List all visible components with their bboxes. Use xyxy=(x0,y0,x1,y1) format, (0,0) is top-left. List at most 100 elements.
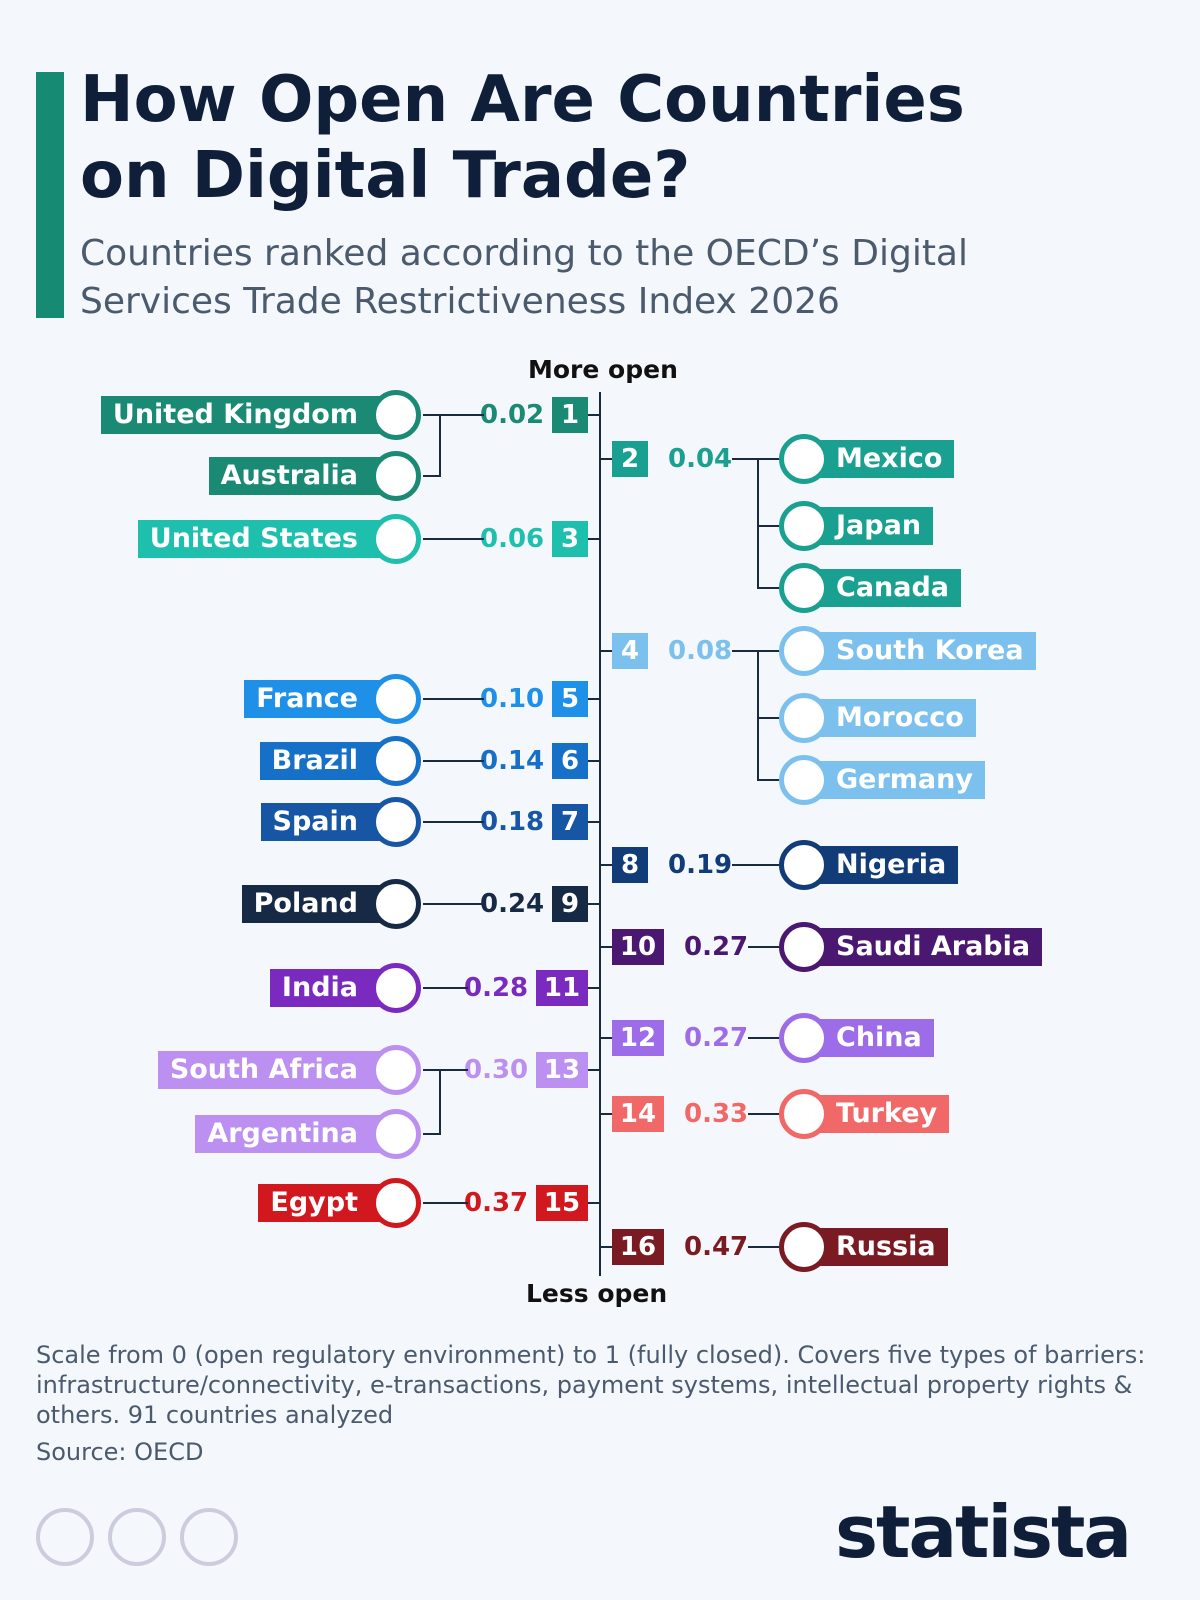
score: 0.30 xyxy=(464,1055,529,1085)
title: How Open Are Countries on Digital Trade? xyxy=(80,63,965,213)
flag xyxy=(371,674,421,724)
rank-badge: 2 xyxy=(612,441,648,477)
tick xyxy=(588,903,600,905)
connector xyxy=(423,1202,468,1204)
connector xyxy=(732,864,757,866)
rank-badge: 10 xyxy=(612,929,664,965)
score: 0.27 xyxy=(684,1023,749,1053)
connector xyxy=(423,698,484,700)
axis-top-label: More open xyxy=(528,355,678,384)
flag xyxy=(371,736,421,786)
rank-badge: 3 xyxy=(552,521,588,557)
connector xyxy=(441,1069,468,1071)
connector xyxy=(748,1037,757,1039)
accent-bar xyxy=(36,72,64,318)
flag xyxy=(779,1013,829,1063)
rank-badge: 8 xyxy=(612,847,648,883)
bracket xyxy=(423,414,441,416)
connector xyxy=(757,779,779,781)
axis-line xyxy=(599,392,601,1276)
connector xyxy=(757,1037,779,1039)
score: 0.24 xyxy=(480,889,545,919)
flag xyxy=(779,434,829,484)
tick xyxy=(600,650,612,652)
country-label: South Africa xyxy=(157,1051,398,1089)
flag xyxy=(371,1178,421,1228)
footnote: Scale from 0 (open regulatory environmen… xyxy=(36,1341,1146,1429)
tick xyxy=(588,414,600,416)
score: 0.28 xyxy=(464,973,529,1003)
flag xyxy=(779,1089,829,1139)
rank-badge: 1 xyxy=(552,397,588,433)
country-label: Nigeria xyxy=(806,846,959,884)
connector xyxy=(757,946,779,948)
flag xyxy=(779,922,829,972)
rank-badge: 7 xyxy=(552,804,588,840)
tick xyxy=(588,821,600,823)
flag xyxy=(371,963,421,1013)
connector xyxy=(757,717,779,719)
rank-badge: 4 xyxy=(612,633,648,669)
country-label: Mexico xyxy=(806,440,955,478)
score: 0.37 xyxy=(464,1188,529,1218)
connector xyxy=(423,538,484,540)
bracket xyxy=(423,1069,441,1071)
tick xyxy=(588,987,600,989)
bracket xyxy=(423,1133,441,1135)
tick xyxy=(600,1246,612,1248)
flag xyxy=(371,451,421,501)
score: 0.47 xyxy=(684,1232,749,1262)
rank-badge: 12 xyxy=(612,1020,664,1056)
connector xyxy=(423,903,484,905)
flag xyxy=(779,693,829,743)
tick xyxy=(600,864,612,866)
flag xyxy=(779,1222,829,1272)
rank-badge: 11 xyxy=(536,970,588,1006)
connector xyxy=(748,1246,757,1248)
flag xyxy=(371,879,421,929)
bracket xyxy=(757,651,759,780)
rank-badge: 6 xyxy=(552,743,588,779)
flag xyxy=(779,755,829,805)
score: 0.08 xyxy=(668,636,733,666)
tick xyxy=(600,946,612,948)
brand-logo: statista xyxy=(835,1490,1132,1574)
country-label: Saudi Arabia xyxy=(806,928,1043,966)
score: 0.33 xyxy=(684,1099,749,1129)
connector xyxy=(423,760,484,762)
score: 0.04 xyxy=(668,444,733,474)
tick xyxy=(600,1037,612,1039)
flag xyxy=(371,1045,421,1095)
bracket xyxy=(757,459,759,588)
connector xyxy=(757,650,779,652)
tick xyxy=(588,698,600,700)
connector xyxy=(423,821,484,823)
score: 0.18 xyxy=(480,807,545,837)
score: 0.10 xyxy=(480,684,545,714)
connector xyxy=(757,525,779,527)
country-label: Australia xyxy=(208,457,398,495)
tick xyxy=(600,1113,612,1115)
flag xyxy=(371,390,421,440)
country-label: United States xyxy=(137,520,398,558)
score: 0.06 xyxy=(480,524,545,554)
tick xyxy=(588,760,600,762)
connector xyxy=(757,1246,779,1248)
flag xyxy=(779,501,829,551)
tick xyxy=(588,538,600,540)
country-label: South Korea xyxy=(806,632,1036,670)
bracket xyxy=(439,415,441,476)
country-label: Argentina xyxy=(195,1115,398,1153)
country-label: France xyxy=(244,680,398,718)
rank-badge: 9 xyxy=(552,886,588,922)
flag xyxy=(779,840,829,890)
rank-badge: 15 xyxy=(536,1185,588,1221)
flag xyxy=(779,563,829,613)
flag xyxy=(371,514,421,564)
country-label: Canada xyxy=(806,569,962,607)
score: 0.14 xyxy=(480,746,545,776)
country-label: Turkey xyxy=(806,1095,950,1133)
license-icon xyxy=(36,1508,94,1566)
connector xyxy=(423,987,468,989)
